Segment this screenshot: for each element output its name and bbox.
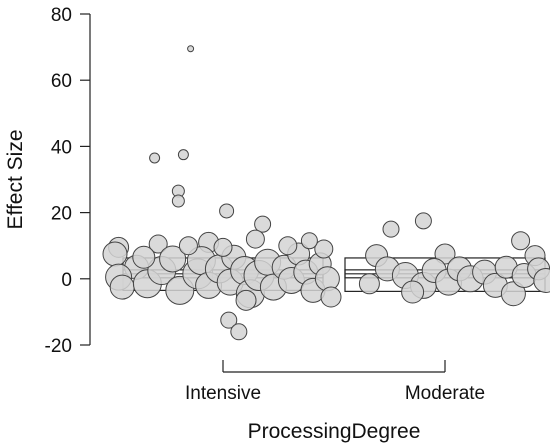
- data-point: [219, 203, 235, 219]
- data-point: [213, 237, 233, 257]
- data-point: [320, 286, 342, 308]
- data-point: [187, 45, 195, 53]
- y-axis-title: Effect Size: [4, 130, 27, 230]
- y-tick-label: 40: [51, 137, 72, 158]
- data-points: [102, 45, 550, 341]
- data-point: [245, 229, 265, 249]
- x-tick-label: Intensive: [185, 383, 261, 404]
- data-point: [230, 323, 248, 341]
- data-point: [159, 245, 187, 273]
- data-point: [109, 274, 135, 300]
- data-point: [148, 234, 168, 254]
- data-point: [382, 220, 400, 238]
- data-point: [314, 239, 334, 259]
- y-tick-label: 20: [51, 204, 72, 225]
- x-axis-title: ProcessingDegree: [248, 420, 421, 443]
- x-ticks: Intensive Moderate: [185, 360, 485, 404]
- data-point: [235, 289, 257, 311]
- data-point: [533, 267, 550, 293]
- data-point: [434, 243, 456, 265]
- data-point: [511, 231, 531, 251]
- data-point: [254, 215, 272, 233]
- axes: [89, 14, 445, 373]
- data-point: [358, 273, 380, 295]
- y-tick-label: 0: [61, 270, 72, 291]
- data-point: [300, 232, 318, 250]
- y-ticks: -20 0 20 40 60 80: [45, 5, 90, 357]
- data-point: [401, 280, 425, 304]
- data-point: [177, 149, 189, 161]
- data-point: [414, 212, 432, 230]
- y-tick-label: 80: [51, 5, 72, 26]
- data-point: [178, 236, 198, 256]
- data-point: [132, 245, 156, 269]
- data-point: [220, 311, 238, 329]
- data-point: [149, 152, 161, 164]
- data-point: [171, 194, 185, 208]
- x-tick-label: Moderate: [405, 383, 485, 404]
- data-point: [278, 236, 298, 256]
- data-point: [102, 241, 128, 267]
- y-tick-label: -20: [45, 336, 72, 357]
- y-tick-label: 60: [51, 71, 72, 92]
